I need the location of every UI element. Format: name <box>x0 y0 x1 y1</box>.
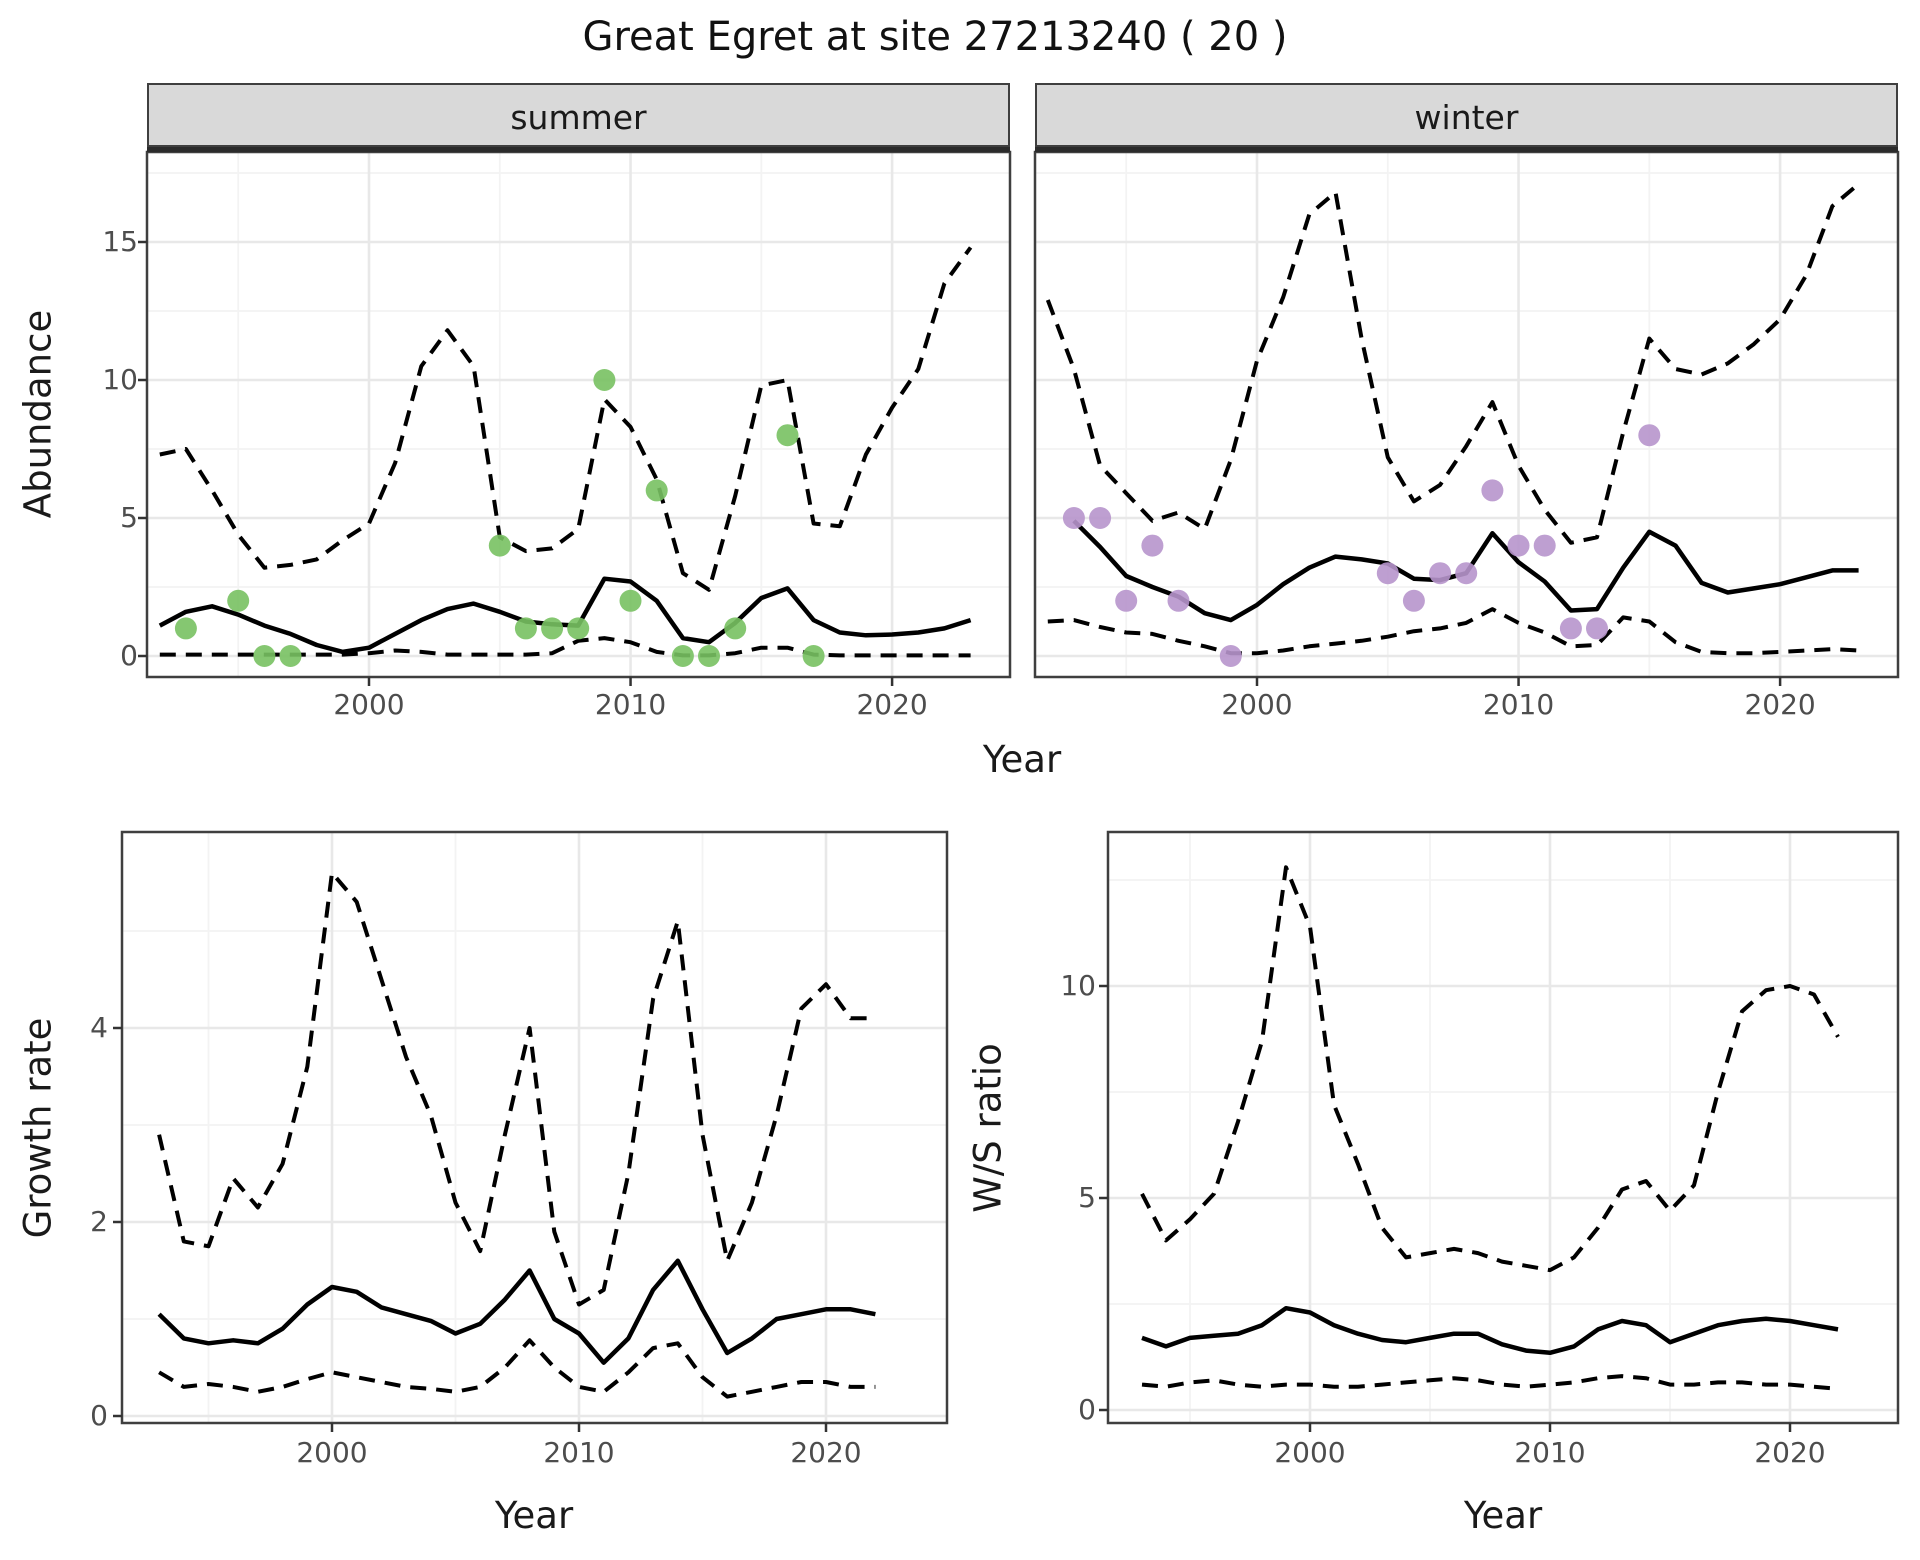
growth-rate-median-line <box>157 1258 876 1365</box>
abundance-winter-point <box>1533 534 1556 557</box>
panel-growth-rate <box>113 830 949 1432</box>
x-tick-label: 2020 <box>1744 688 1816 721</box>
abundance-winter-point <box>1167 589 1190 612</box>
abundance-summer-point <box>645 479 668 502</box>
abundance-summer-point <box>671 645 694 667</box>
y-tick-label: 10 <box>102 363 138 396</box>
abundance-winter-lower_ci-line <box>1047 607 1859 656</box>
abundance-winter-point <box>1559 617 1582 640</box>
abundance-winter-point <box>1115 589 1138 612</box>
abundance-summer-point <box>253 645 276 667</box>
y-tick-label: 15 <box>102 225 138 258</box>
abundance-winter-point <box>1481 479 1504 502</box>
abundance-winter-point <box>1376 562 1399 585</box>
abundance-summer-point <box>698 645 720 667</box>
abundance-summer-point <box>279 645 302 667</box>
y-tick-label: 0 <box>90 1399 108 1432</box>
abundance-summer-point <box>541 617 564 640</box>
abundance-summer-median-line <box>158 576 972 655</box>
ws-ratio-lower_ci-line <box>1141 1374 1839 1391</box>
abundance-winter-point <box>1089 507 1112 529</box>
panel-ws-ratio <box>1099 830 1900 1432</box>
x-tick-label: 2010 <box>1482 688 1555 721</box>
growth-rate-upper_ci-line <box>157 870 876 1307</box>
abundance-summer-upper_ci-line <box>159 246 973 592</box>
abundance-summer-point <box>802 645 825 667</box>
panel-border <box>120 830 949 1425</box>
facet-label-winter: winter <box>1414 98 1519 137</box>
abundance-summer-point <box>593 369 616 391</box>
y-tick-label: 5 <box>1078 1181 1096 1214</box>
x-tick-label: 2020 <box>1754 1436 1826 1469</box>
panel-border <box>1033 150 1900 679</box>
panel-abundance-winter <box>1033 150 1900 686</box>
abundance-winter-upper_ci-line <box>1045 182 1860 545</box>
abundance-winter-point <box>1402 589 1425 612</box>
abundance-summer-point <box>724 617 747 640</box>
x-tick-label: 2010 <box>543 1436 615 1469</box>
ws-ratio-upper_ci-line <box>1140 865 1840 1273</box>
panel-abundance-summer <box>138 150 1012 686</box>
abundance-winter-point <box>1062 507 1085 529</box>
abundance-winter-point <box>1141 534 1164 557</box>
abundance-summer-point <box>227 589 250 612</box>
abundance-summer-point <box>619 589 642 612</box>
abundance-summer-point <box>488 534 511 557</box>
y-tick-label: 2 <box>90 1205 108 1238</box>
growth-rate-lower_ci-line <box>158 1338 876 1399</box>
x-tick-label: 2000 <box>296 1436 368 1469</box>
abundance-winter-point <box>1429 562 1452 585</box>
y-axis-title-ws-ratio: W/S ratio <box>966 1043 1010 1213</box>
x-tick-label: 2010 <box>1514 1436 1586 1469</box>
panel-background <box>147 152 1010 677</box>
x-tick-label: 2000 <box>1274 1436 1346 1469</box>
panel-background <box>1108 832 1898 1423</box>
x-axis-title-ws-year: Year <box>1463 1494 1543 1537</box>
y-tick-label: 0 <box>1078 1393 1096 1426</box>
abundance-winter-point <box>1219 645 1242 667</box>
x-tick-label: 2000 <box>333 688 405 721</box>
x-tick-label: 2020 <box>790 1436 862 1469</box>
x-tick-label: 2010 <box>594 688 667 721</box>
y-tick-label: 0 <box>120 639 138 672</box>
y-tick-label: 10 <box>1060 969 1096 1002</box>
x-tick-label: 2020 <box>856 688 928 721</box>
y-tick-label: 4 <box>90 1011 108 1044</box>
panel-border <box>145 150 1012 679</box>
abundance-winter-point <box>1507 534 1530 557</box>
y-axis-title-abundance: Abundance <box>16 309 60 519</box>
x-tick-label: 2000 <box>1221 688 1293 721</box>
x-axis-title-top-year: Year <box>982 738 1062 781</box>
panel-background <box>122 832 947 1423</box>
abundance-summer-point <box>776 424 799 447</box>
facet-strip-winter <box>1035 83 1898 147</box>
abundance-summer-point <box>174 617 197 640</box>
panel-border <box>1106 830 1900 1425</box>
abundance-winter-point <box>1638 424 1661 447</box>
abundance-winter-point <box>1586 617 1608 640</box>
ws-ratio-median-line <box>1141 1305 1839 1356</box>
panel-background <box>1035 152 1898 677</box>
facet-strip-summer <box>147 83 1010 147</box>
y-tick-label: 5 <box>120 501 138 534</box>
facet-strip-winter-border <box>1035 147 1898 152</box>
x-axis-title-growth-year: Year <box>494 1494 574 1537</box>
abundance-summer-point <box>567 617 590 640</box>
page-title: Great Egret at site 27213240 ( 20 ) <box>582 14 1288 60</box>
facet-label-summer: summer <box>510 98 647 137</box>
abundance-summer-point <box>514 617 537 640</box>
abundance-winter-point <box>1455 562 1478 585</box>
facet-strip-summer-border <box>147 147 1010 152</box>
